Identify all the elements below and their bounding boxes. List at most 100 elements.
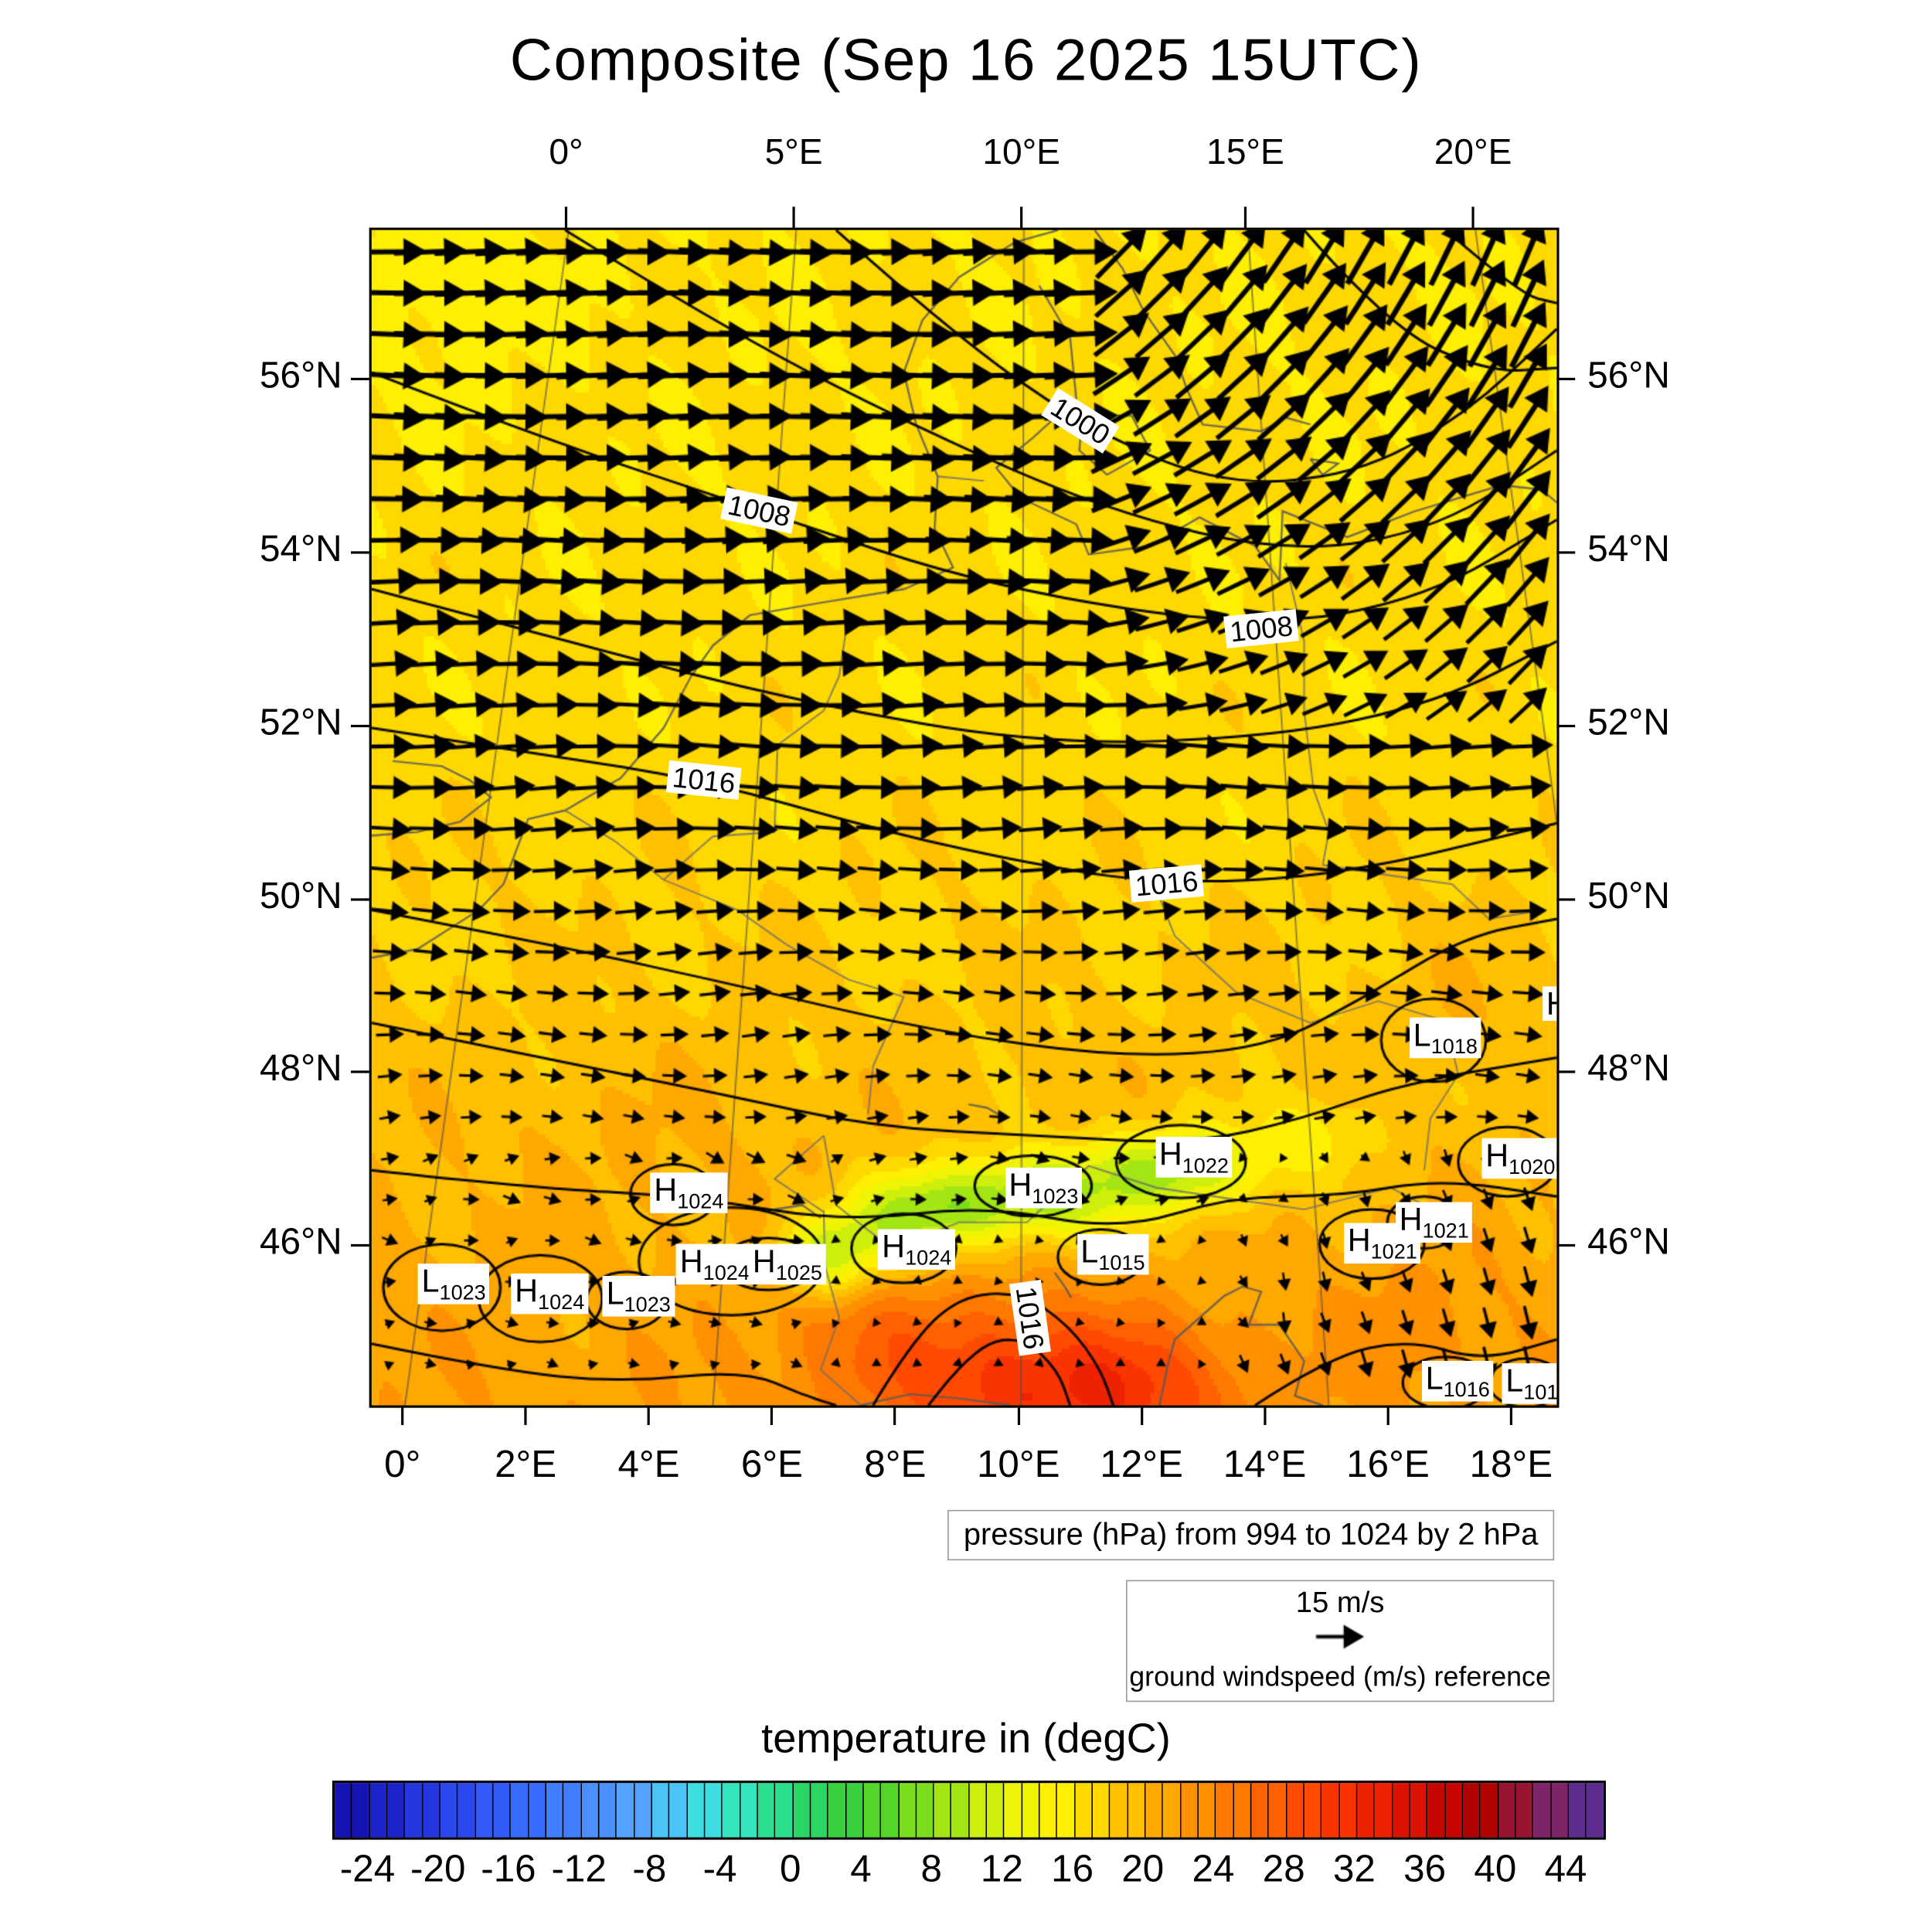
colorbar-segment — [1022, 1783, 1040, 1838]
colorbar-segment — [1357, 1783, 1376, 1838]
pressure-center-letter: H — [1546, 985, 1556, 1022]
axis-label-top: 5°E — [764, 132, 823, 172]
colorbar-segment — [1498, 1783, 1516, 1838]
colorbar-segment — [1181, 1783, 1199, 1838]
contour-label: 1016 — [1009, 1279, 1052, 1356]
wind-reference-speed-label: 15 m/s — [1295, 1586, 1385, 1620]
pressure-center-letter: H — [1347, 1222, 1371, 1260]
axis-tick-top — [564, 206, 568, 228]
axis-label-bottom: 12°E — [1100, 1442, 1183, 1485]
colorbar-segment — [1587, 1783, 1604, 1838]
pressure-center-value: 1024 — [538, 1291, 585, 1315]
pressure-center-label: H1024 — [878, 1228, 956, 1270]
axis-label-left: 52°N — [259, 702, 342, 743]
colorbar-segment — [687, 1783, 706, 1838]
pressure-center-label: H1022 — [1155, 1135, 1233, 1178]
pressure-center-value: 1016 — [1443, 1378, 1490, 1403]
axis-label-bottom: 16°E — [1346, 1442, 1430, 1485]
colorbar-segment — [1251, 1783, 1270, 1838]
colorbar-segment — [1075, 1783, 1094, 1838]
colorbar-segment — [1463, 1783, 1481, 1838]
axis-tick-top — [792, 206, 795, 228]
contour-label: 1008 — [1223, 608, 1299, 648]
pressure-center-letter: L — [1505, 1362, 1524, 1399]
colorbar-segment — [457, 1783, 476, 1838]
colorbar-segment — [705, 1783, 723, 1838]
pressure-center-value: 1023 — [624, 1293, 671, 1318]
temperature-colorbar — [332, 1781, 1607, 1840]
axis-label-bottom: 0° — [384, 1442, 421, 1485]
colorbar-segment — [1269, 1783, 1287, 1838]
pressure-center-value: 1016 — [1523, 1380, 1559, 1404]
axis-label-top: 10°E — [982, 132, 1060, 172]
colorbar-segment — [1199, 1783, 1216, 1838]
colorbar-tick-label: 12 — [980, 1847, 1023, 1890]
colorbar-tick-label: -16 — [481, 1847, 536, 1890]
pressure-center-letter: H — [1158, 1135, 1182, 1173]
colorbar-segment — [723, 1783, 740, 1838]
axis-label-right: 46°N — [1587, 1222, 1670, 1264]
pressure-center-value: 1021 — [1422, 1219, 1469, 1243]
colorbar-segment — [1445, 1783, 1464, 1838]
colorbar-segment — [1163, 1783, 1182, 1838]
pressure-center-letter: L — [606, 1274, 624, 1312]
axis-tick-bottom — [1140, 1405, 1143, 1425]
colorbar-tick-label: 16 — [1051, 1847, 1094, 1890]
colorbar-segment — [1393, 1783, 1410, 1838]
axis-label-bottom: 14°E — [1223, 1442, 1307, 1485]
pressure-center-value: 1022 — [1182, 1154, 1229, 1178]
axis-tick-top — [1243, 206, 1247, 228]
colorbar-segment — [651, 1783, 670, 1838]
pressure-center-label: H1024 — [650, 1172, 728, 1213]
pressure-center-value: 1024 — [677, 1189, 724, 1213]
axis-label-left: 54°N — [259, 529, 342, 570]
axis-tick-bottom — [647, 1405, 651, 1425]
colorbar-segment — [1339, 1783, 1358, 1838]
colorbar-segment — [1039, 1783, 1058, 1838]
pressure-center-letter: L — [1425, 1359, 1444, 1397]
axis-label-right: 52°N — [1587, 702, 1670, 743]
axis-label-bottom: 6°E — [740, 1442, 804, 1485]
colorbar-segment — [529, 1783, 546, 1838]
axis-tick-left — [350, 1244, 369, 1247]
axis-label-bottom: 8°E — [864, 1442, 927, 1485]
wind-reference-box: 15 m/s ground windspeed (m/s) reference — [1126, 1580, 1555, 1702]
axis-label-bottom: 18°E — [1469, 1442, 1553, 1485]
colorbar-segment — [369, 1783, 388, 1838]
axis-tick-bottom — [770, 1405, 774, 1425]
colorbar-segment — [1481, 1783, 1498, 1838]
pressure-center-value: 1024 — [702, 1260, 750, 1284]
colorbar-tick-label: -12 — [551, 1847, 607, 1890]
pressure-center-letter: H — [1009, 1165, 1032, 1203]
axis-label-right: 54°N — [1587, 529, 1670, 570]
colorbar-segment — [863, 1783, 882, 1838]
wind-reference-arrow-icon — [1266, 1621, 1414, 1653]
axis-label-bottom: 10°E — [976, 1442, 1060, 1485]
colorbar-segment — [1005, 1783, 1022, 1838]
pressure-center-letter: H — [515, 1272, 539, 1310]
colorbar-tick-label: -8 — [632, 1847, 667, 1890]
colorbar-tick-label: 40 — [1474, 1847, 1517, 1890]
colorbar-segment — [775, 1783, 794, 1838]
weather-map-canvas — [371, 230, 1557, 1406]
colorbar-segment — [546, 1783, 564, 1838]
map-label-overlay: 1000 1008 1008 1016 1016 1016 L1023 H1024 L1023 H… — [372, 230, 1559, 1406]
colorbar-segment — [1233, 1783, 1252, 1838]
colorbar-tick-label: 8 — [920, 1847, 942, 1890]
colorbar-tick-label: -24 — [339, 1847, 396, 1890]
colorbar-segment — [881, 1783, 900, 1838]
axis-label-left: 56°N — [259, 355, 342, 396]
axis-tick-top — [1471, 206, 1475, 228]
colorbar-segment — [811, 1783, 828, 1838]
colorbar-segment — [563, 1783, 582, 1838]
pressure-center-value: 1018 — [1430, 1035, 1478, 1059]
axis-label-right: 50°N — [1587, 875, 1670, 917]
colorbar-segment — [1304, 1783, 1322, 1838]
colorbar-segment — [1427, 1783, 1446, 1838]
colorbar-segment — [669, 1783, 688, 1838]
pressure-center-label: L1023 — [602, 1274, 675, 1318]
contour-label: 1008 — [720, 488, 799, 535]
axis-tick-bottom — [893, 1405, 896, 1425]
colorbar-tick-label: 20 — [1121, 1847, 1165, 1890]
axis-label-left: 48°N — [259, 1049, 342, 1090]
